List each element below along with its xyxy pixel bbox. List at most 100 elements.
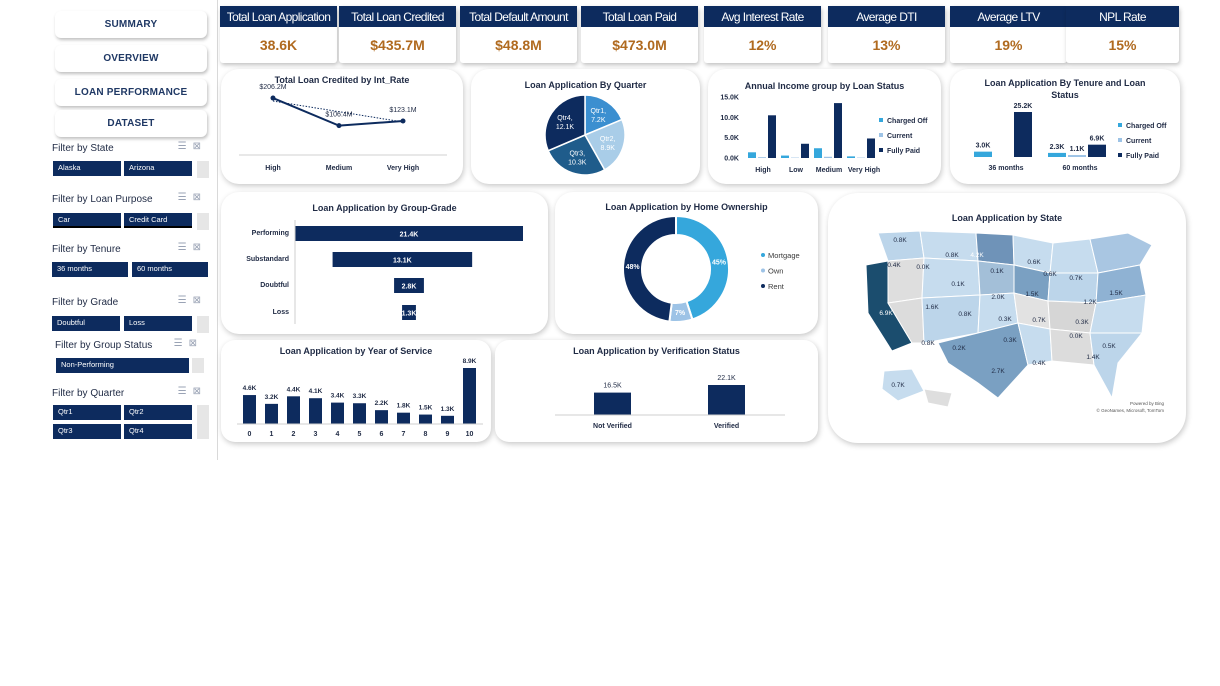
filter-grade-option[interactable]: Doubtful — [52, 316, 120, 331]
legend-swatch — [1118, 153, 1122, 157]
x-tick-label: 2 — [292, 431, 296, 438]
slicer-icons[interactable]: ☰⊠ — [177, 242, 207, 253]
state-value-label: 6.9K — [879, 310, 893, 317]
filter-quarter-option[interactable]: Qtr3 — [53, 424, 121, 439]
grade-bar — [402, 305, 416, 320]
slicer-icons[interactable]: ☰⊠ — [173, 338, 203, 349]
kpi-value: $473.0M — [612, 37, 667, 53]
service-bar — [331, 402, 344, 424]
pie-slice-qtr2 — [583, 118, 626, 171]
tenure-card: Loan Application By Tenure and Loan Stat… — [950, 69, 1180, 184]
data-label: 22.1K — [717, 375, 736, 382]
filter-purpose-option[interactable]: Credit Card — [124, 213, 192, 228]
slicer-scrollbar[interactable] — [197, 213, 209, 230]
data-label: 4.6K — [243, 385, 257, 392]
loan-performance-button[interactable]: LOAN PERFORMANCE — [55, 79, 207, 106]
state-map[interactable]: 0.8K 0.4K 0.0K 0.8K 4.2K 0.6K0.6K 0.1K 0.1K 0.7K… — [828, 193, 1186, 443]
slicer-icons[interactable]: ☰⊠ — [177, 295, 207, 306]
slice-label: 8.9K — [600, 145, 615, 152]
state-region — [975, 232, 1015, 266]
overview-button[interactable]: OVERVIEW — [55, 45, 207, 72]
x-tick-label: High — [265, 165, 281, 172]
slicer-icons[interactable]: ☰⊠ — [177, 192, 207, 203]
legend-swatch — [761, 253, 765, 257]
data-point — [270, 95, 276, 101]
state-value-label: 0.8K — [958, 311, 972, 318]
kpi-card: Average LTV 19% — [950, 6, 1067, 63]
service-bar — [353, 403, 366, 424]
data-label: 1.5K — [419, 405, 433, 412]
x-tick-label: Low — [789, 167, 804, 174]
x-tick-label: 0 — [248, 431, 252, 438]
kpi-card: Average DTI 13% — [828, 6, 945, 63]
verification-bar — [594, 392, 631, 415]
bar-charged-off — [1048, 152, 1066, 157]
y-tick-label: Substandard — [246, 256, 289, 263]
state-value-label: 1.5K — [1109, 290, 1123, 297]
data-label: $123.1M — [389, 107, 416, 114]
bar-fully-paid — [834, 103, 842, 158]
chart-title: Loan Application by Home Ownership — [605, 202, 768, 212]
filter-quarter-option[interactable]: Qtr4 — [124, 424, 192, 439]
state-value-label: 0.0K — [1069, 333, 1083, 340]
x-tick-label: 10 — [466, 431, 474, 438]
x-tick-label: Medium — [326, 165, 352, 172]
service-bar — [309, 398, 322, 424]
slicer-icons[interactable]: ☰⊠ — [177, 386, 207, 397]
slice-label: 12.1K — [556, 124, 575, 131]
bar-current — [824, 156, 832, 158]
filter-group-status-title: Filter by Group Status — [55, 340, 153, 351]
y-tick-label: Performing — [252, 230, 289, 237]
donut-slice-rent — [622, 214, 677, 323]
data-label: 6.9K — [1090, 136, 1105, 143]
chart-title: Total Loan Credited by Int_Rate — [274, 75, 410, 85]
kpi-value: 12% — [748, 37, 777, 53]
map-credit: Powered by Bing — [1130, 401, 1165, 406]
bar-fully-paid — [1088, 144, 1106, 157]
x-tick-label: Very High — [387, 165, 419, 172]
chart-title: Loan Application by Verification Status — [573, 346, 740, 356]
state-value-label: 1.5K — [1025, 291, 1039, 298]
state-region — [1089, 332, 1144, 400]
summary-button[interactable]: SUMMARY — [55, 11, 207, 38]
filter-quarter-option[interactable]: Qtr1 — [53, 405, 121, 420]
kpi-value: 13% — [872, 37, 901, 53]
state-value-label: 0.8K — [921, 340, 935, 347]
bar-current — [1068, 155, 1086, 157]
state-value-label: 0.1K — [951, 281, 965, 288]
slicer-scrollbar[interactable] — [197, 316, 209, 333]
slicer-scrollbar[interactable] — [192, 358, 204, 373]
data-label: 8.9K — [463, 358, 477, 365]
filter-purpose-title: Filter by Loan Purpose — [52, 194, 153, 205]
x-tick-label: Very High — [848, 167, 880, 174]
legend-swatch — [1118, 123, 1122, 127]
kpi-title: Average LTV — [950, 6, 1067, 27]
kpi-card: Avg Interest Rate 12% — [704, 6, 821, 63]
dataset-button[interactable]: DATASET — [55, 110, 207, 137]
data-label: 4.1K — [309, 388, 323, 395]
filter-grade-option[interactable]: Loss — [124, 316, 192, 331]
verification-bar — [708, 385, 745, 415]
kpi-title: Total Loan Paid — [581, 6, 698, 27]
bar-fully-paid — [801, 143, 809, 158]
x-tick-label: Verified — [714, 423, 739, 430]
legend-label: Fully Paid — [887, 148, 920, 155]
filter-tenure-option[interactable]: 36 months — [52, 262, 128, 277]
slice-label: 10.3K — [568, 160, 587, 167]
x-tick-label: 5 — [358, 431, 362, 438]
slicer-scrollbar[interactable] — [197, 161, 209, 178]
data-point — [336, 123, 342, 129]
state-value-label: 0.1K — [990, 268, 1004, 275]
slicer-icons[interactable]: ☰⊠ — [177, 141, 207, 152]
slicer-scrollbar[interactable] — [197, 405, 209, 439]
slice-label: 7% — [675, 310, 686, 317]
filter-quarter-option[interactable]: Qtr2 — [124, 405, 192, 420]
filter-group-status-option[interactable]: Non-Performing — [56, 358, 189, 373]
filter-tenure-option[interactable]: 60 months — [132, 262, 208, 277]
pie-slice-qtr4 — [544, 94, 586, 152]
filter-purpose-option[interactable]: Car — [53, 213, 121, 228]
int-rate-card: Total Loan Credited by Int_Rate $206.2M H… — [221, 69, 463, 184]
filter-state-option[interactable]: Alaska — [53, 161, 121, 176]
filter-state-option[interactable]: Arizona — [124, 161, 192, 176]
chart-title: Loan Application By Quarter — [524, 80, 647, 90]
